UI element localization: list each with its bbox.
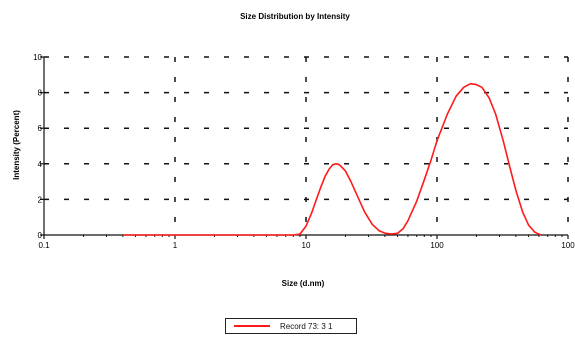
y-tick-label: 6 — [38, 124, 43, 133]
y-tick-label: 8 — [38, 89, 43, 98]
x-tick-label: 10 — [302, 241, 311, 250]
y-axis-label: Intensity (Percent) — [12, 110, 21, 180]
x-tick-label: 0.1 — [38, 241, 50, 250]
legend-line-swatch — [234, 325, 270, 327]
x-tick-label: 1 — [173, 241, 178, 250]
y-tick-label: 0 — [38, 231, 43, 240]
grid — [44, 56, 569, 235]
y-tick-label: 2 — [38, 195, 43, 204]
y-tick-label: 4 — [38, 160, 43, 169]
legend-label: Record 73: 3 1 — [280, 321, 333, 331]
series-line — [122, 82, 542, 236]
y-ticks: 0 2 4 6 8 10 — [33, 53, 44, 240]
y-tick-label: 10 — [33, 53, 42, 62]
x-tick-label: 100 — [430, 241, 444, 250]
x-tick-label: 100 — [561, 241, 575, 250]
x-axis-label: Size (d.nm) — [282, 279, 325, 288]
chart-title: Size Distribution by Intensity — [240, 12, 350, 21]
legend: Record 73: 3 1 — [225, 318, 357, 334]
axes — [43, 57, 568, 237]
x-ticks: 0.1 1 10 100 100 — [38, 235, 575, 250]
series-group — [122, 82, 542, 236]
